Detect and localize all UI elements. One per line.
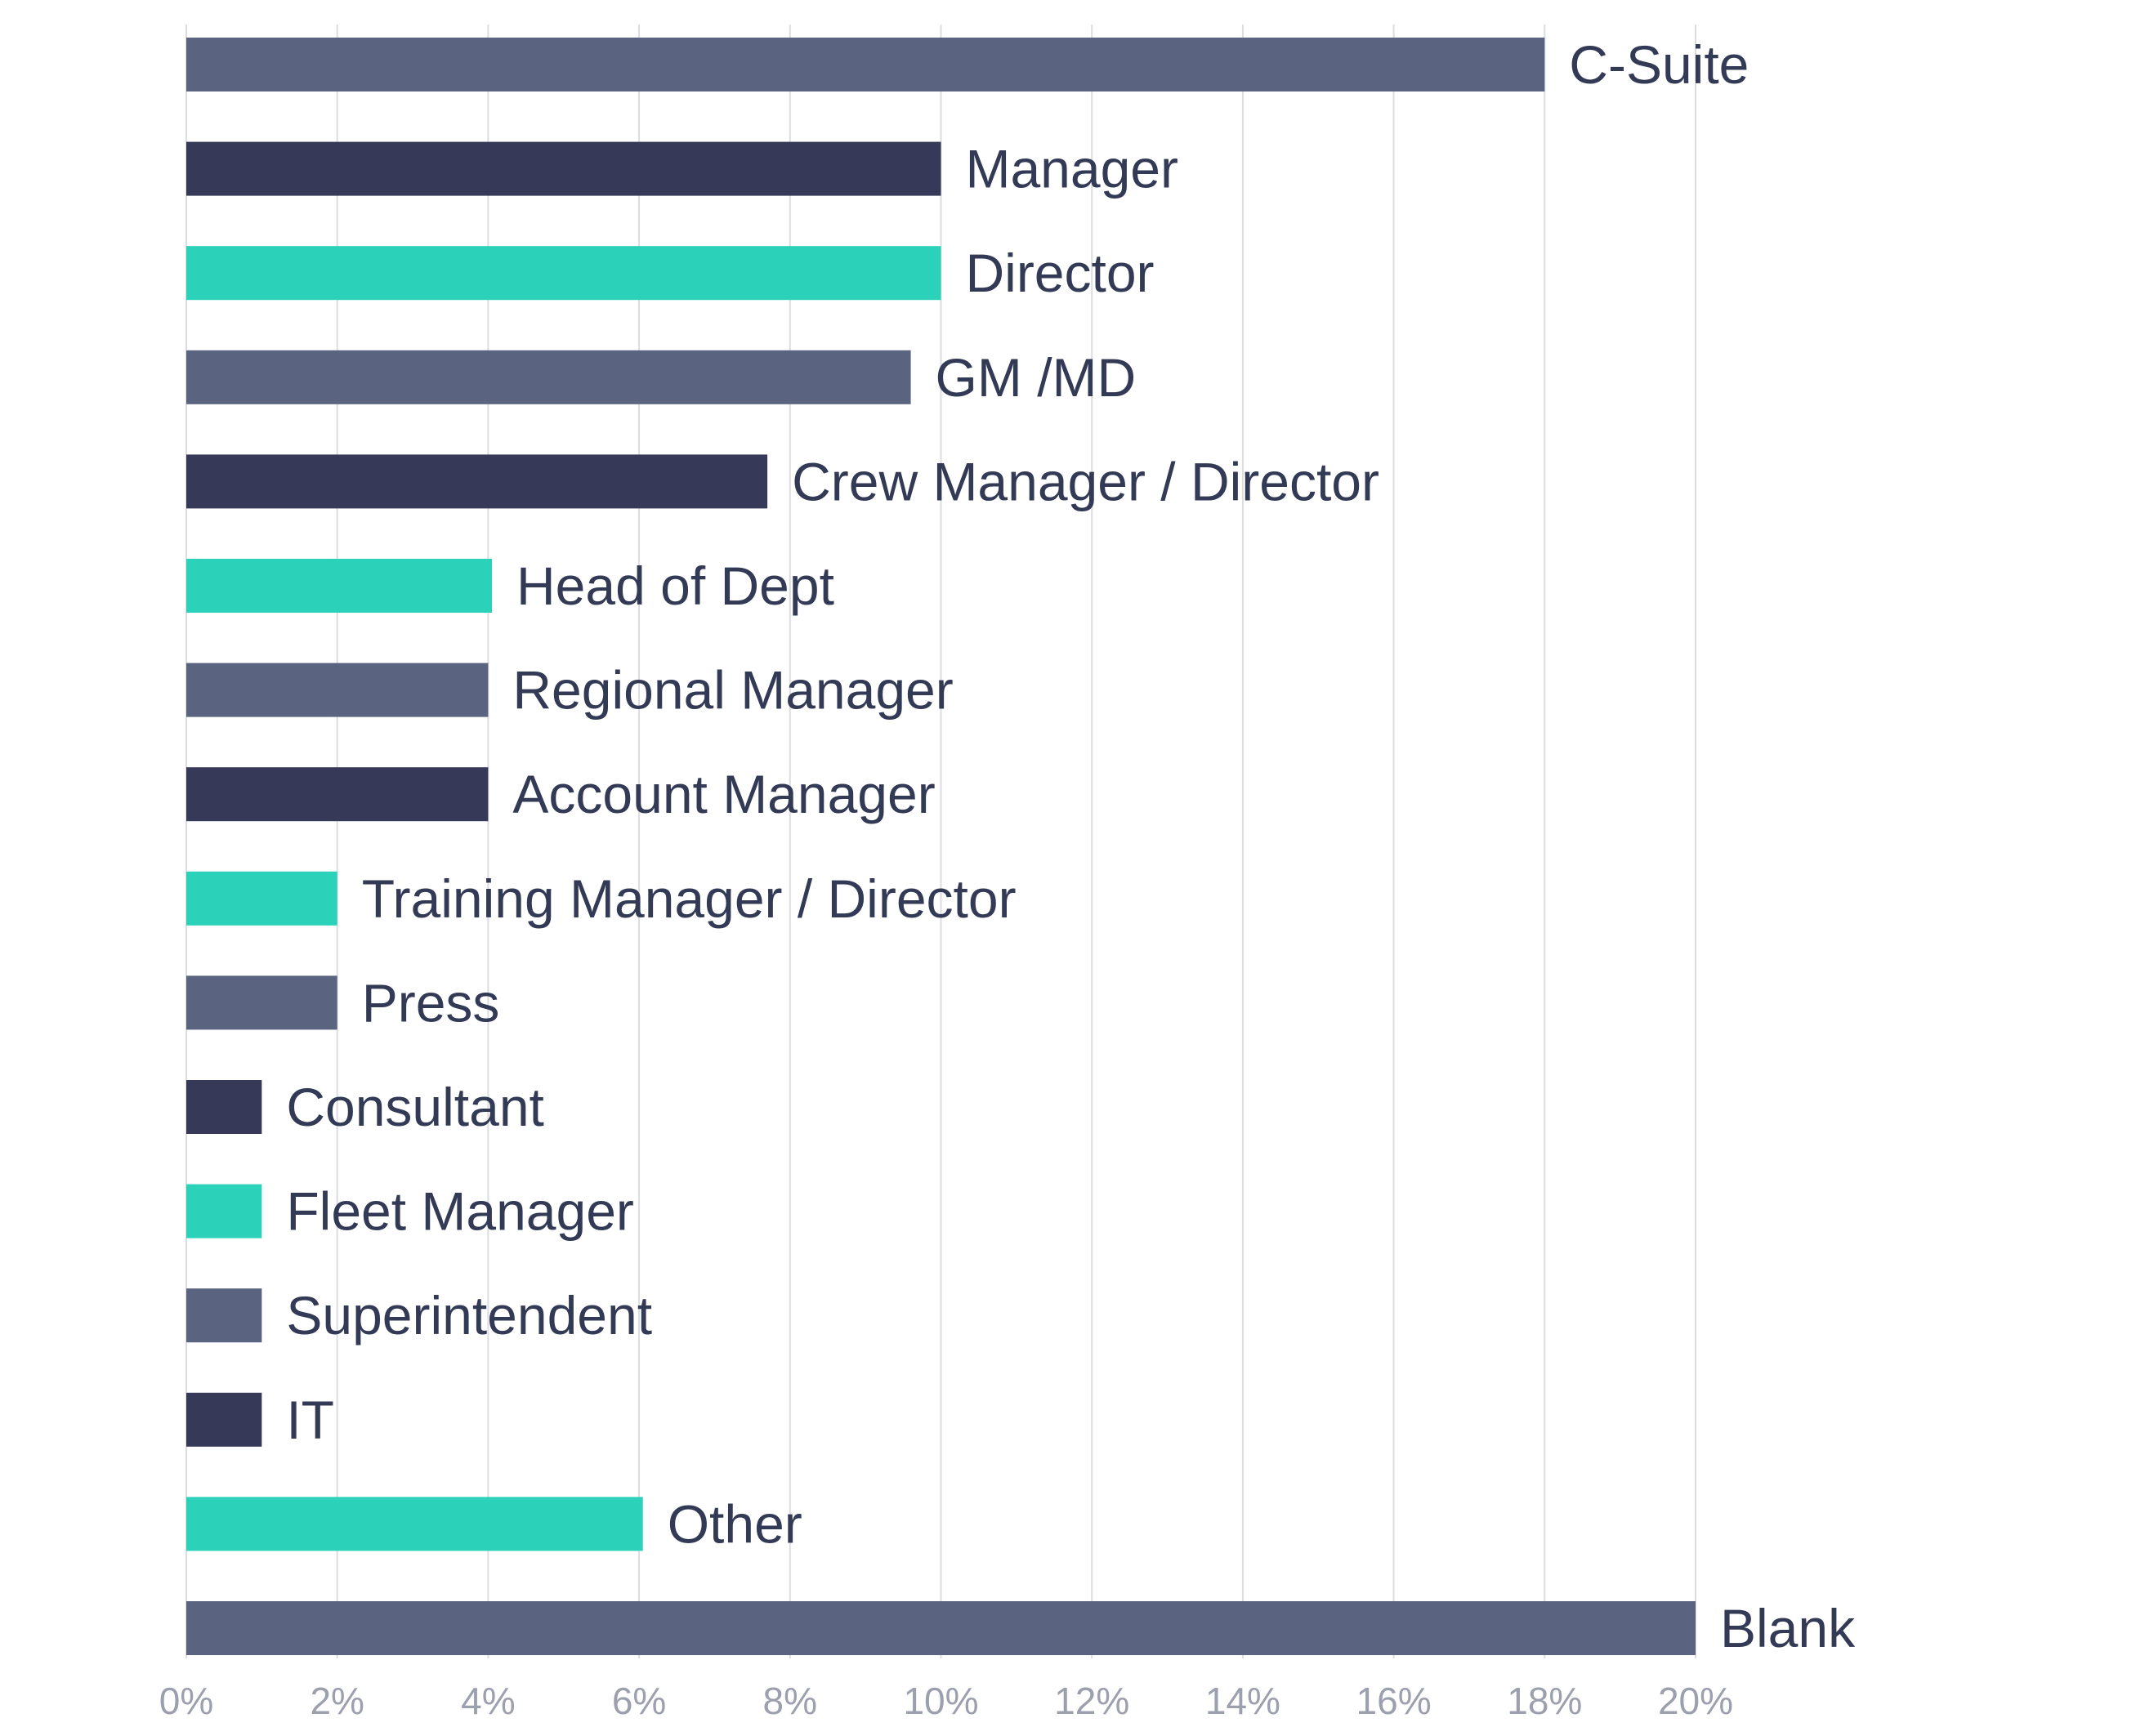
x-tick-label: 12% <box>1054 1680 1129 1722</box>
bar-category-label: Regional Manager <box>512 660 953 721</box>
bar-category-label: Press <box>362 972 500 1033</box>
bar-category-label: Fleet Manager <box>286 1181 634 1242</box>
bar <box>186 454 768 509</box>
bar <box>186 1392 262 1447</box>
x-tick-label: 6% <box>612 1680 666 1722</box>
x-tick-label: 14% <box>1205 1680 1280 1722</box>
bar <box>186 1288 262 1343</box>
bar-category-label: Account Manager <box>512 764 935 824</box>
bar-category-label: Crew Manager / Director <box>792 451 1379 511</box>
bar-category-label: GM /MD <box>936 347 1137 408</box>
bar <box>186 141 941 196</box>
bar-category-label: Superintendent <box>286 1285 652 1346</box>
x-tick-label: 18% <box>1507 1680 1582 1722</box>
bar-category-label: C-Suite <box>1569 34 1749 95</box>
label-layer: C-Suite Manager Director GM /MD Crew Manager… <box>286 34 1856 1658</box>
bar <box>186 975 337 1030</box>
bar <box>186 559 493 613</box>
bar-category-label: Manager <box>966 139 1179 199</box>
bar-category-label: Blank <box>1720 1598 1856 1658</box>
x-axis: 0% 2% 4% 6% 8% 10% 12% 14% 16% 18% 20% <box>159 1680 1733 1722</box>
bar <box>186 246 941 301</box>
bar <box>186 1080 262 1134</box>
x-tick-label: 10% <box>903 1680 978 1722</box>
bar <box>186 1184 262 1238</box>
bar-category-label: Training Manager / Director <box>362 868 1017 929</box>
bar-category-label: Director <box>966 243 1155 303</box>
x-tick-label: 0% <box>159 1680 213 1722</box>
x-tick-label: 2% <box>310 1680 364 1722</box>
bar-category-label: Head of Dept <box>516 556 834 616</box>
bar <box>186 38 1545 91</box>
x-tick-label: 4% <box>461 1680 515 1722</box>
bar-category-label: IT <box>286 1390 334 1450</box>
bar-category-label: Other <box>668 1493 802 1554</box>
x-tick-label: 20% <box>1658 1680 1733 1722</box>
x-tick-label: 8% <box>763 1680 817 1722</box>
bar-layer <box>186 38 1696 1655</box>
bar <box>186 663 489 717</box>
bar <box>186 1601 1696 1655</box>
bar <box>186 871 337 926</box>
bar <box>186 767 489 822</box>
bar-category-label: Consultant <box>286 1077 544 1137</box>
x-tick-label: 16% <box>1356 1680 1432 1722</box>
bar <box>186 1497 643 1551</box>
bar <box>186 350 911 404</box>
